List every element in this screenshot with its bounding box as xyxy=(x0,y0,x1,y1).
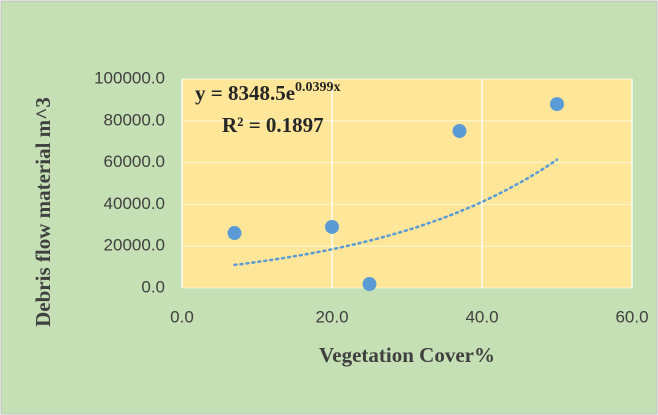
data-point xyxy=(325,219,339,234)
y-axis-title: Debris flow material m^3 xyxy=(31,97,55,327)
data-point xyxy=(362,277,377,292)
y-tick-label: 60000.0 xyxy=(104,152,165,171)
r-squared: R² = 0.1897 xyxy=(222,113,324,137)
y-tick-label: 80000.0 xyxy=(104,110,165,129)
data-point xyxy=(452,124,467,139)
data-point xyxy=(550,97,564,112)
data-point xyxy=(227,226,242,241)
y-tick-label: 100000.0 xyxy=(94,68,165,87)
x-tick-label: 40.0 xyxy=(465,307,498,326)
equation-exponent: 0.0399x xyxy=(295,80,341,95)
plot-area xyxy=(182,79,632,288)
x-tick-label: 20.0 xyxy=(315,307,348,326)
y-tick-label: 20000.0 xyxy=(104,236,165,255)
x-axis-title: Vegetation Cover% xyxy=(319,343,495,367)
trend-equation: y = 8348.5e0.0399x xyxy=(195,80,341,105)
y-tick-label: 0.0 xyxy=(141,277,165,296)
trendline xyxy=(233,158,559,267)
y-tick-label: 40000.0 xyxy=(104,194,165,213)
x-tick-label: 60.0 xyxy=(615,307,648,326)
x-tick-label: 0.0 xyxy=(170,307,194,326)
equation-base: y = 8348.5e xyxy=(195,81,295,105)
